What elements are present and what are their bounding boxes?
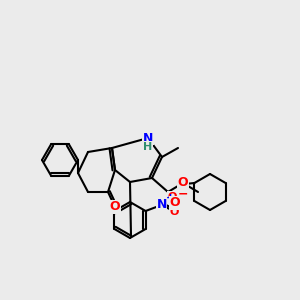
Text: N: N	[143, 131, 153, 145]
Text: O: O	[110, 200, 120, 214]
Text: H: H	[143, 142, 153, 152]
Text: O: O	[178, 176, 188, 190]
Text: O: O	[170, 207, 179, 217]
Text: O: O	[170, 196, 180, 209]
Text: +: +	[166, 193, 175, 203]
Text: N: N	[156, 199, 167, 212]
Text: O: O	[168, 192, 177, 202]
Text: −: −	[178, 188, 188, 200]
